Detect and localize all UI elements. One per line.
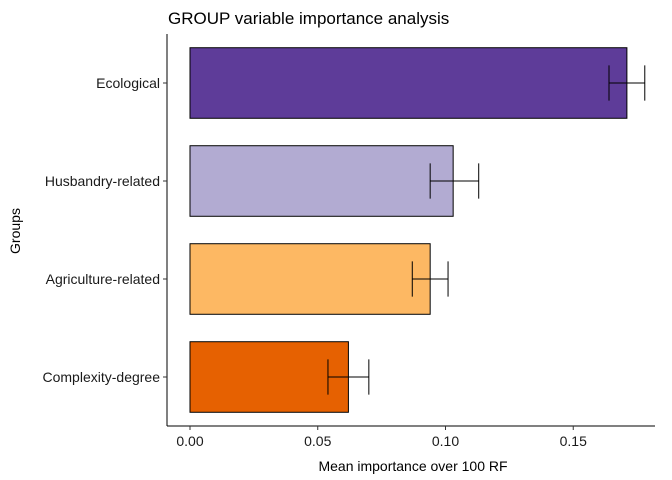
y-axis-label: Groups <box>7 208 23 254</box>
bar <box>189 145 454 217</box>
x-tick-label: 0.05 <box>304 433 331 449</box>
bar <box>189 341 349 413</box>
x-tick-label: 0.10 <box>432 433 459 449</box>
error-bar <box>429 163 480 199</box>
bar <box>189 243 431 315</box>
error-bar <box>327 359 370 395</box>
x-axis-ticks: 0.00 0.05 0.10 0.15 <box>176 426 587 449</box>
y-tick-label: Ecological <box>96 75 160 91</box>
y-tick-label: Agriculture-related <box>46 271 160 287</box>
y-tick-label: Husbandry-related <box>45 173 160 189</box>
error-bar <box>608 65 646 101</box>
chart-title: GROUP variable importance analysis <box>168 9 449 28</box>
y-axis-ticks: Ecological Husbandry-related Agriculture-r… <box>43 75 167 385</box>
x-tick-label: 0.00 <box>176 433 203 449</box>
y-tick-label: Complexity-degree <box>43 369 161 385</box>
x-tick-label: 0.15 <box>560 433 587 449</box>
plot-area <box>189 47 646 413</box>
bar <box>189 47 628 119</box>
x-axis-label: Mean importance over 100 RF <box>318 458 507 474</box>
error-bar <box>411 261 449 297</box>
